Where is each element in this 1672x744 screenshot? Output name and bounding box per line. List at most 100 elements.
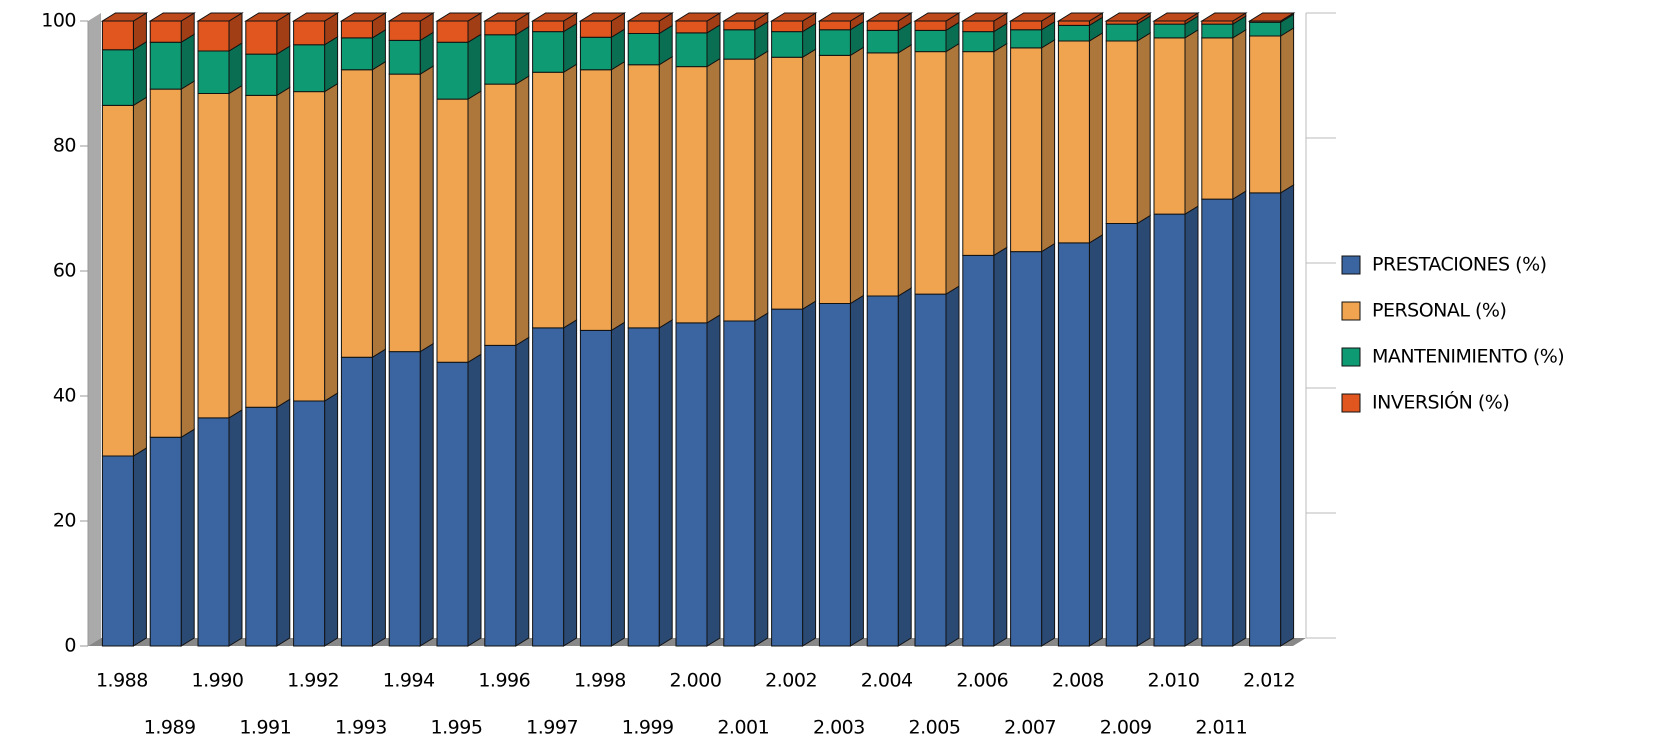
bar-side <box>515 25 530 86</box>
bar <box>101 104 134 457</box>
x-tick-label: 2.005 <box>909 717 961 739</box>
bar-side <box>658 55 673 329</box>
bar <box>532 20 565 33</box>
bar <box>1201 198 1234 647</box>
x-tick-label: 2.000 <box>670 670 722 692</box>
bar-side <box>1088 233 1103 647</box>
bar-side <box>563 318 578 647</box>
bar <box>532 31 565 73</box>
x-tick-label: 1.989 <box>144 717 196 739</box>
legend-swatch <box>1341 347 1361 367</box>
x-tick-label: 2.003 <box>813 717 865 739</box>
bar <box>1057 242 1090 647</box>
bar-side <box>658 318 673 647</box>
bar-side <box>754 312 769 647</box>
bar-side <box>276 86 291 409</box>
bar-side <box>849 46 864 305</box>
bar-side <box>467 90 482 364</box>
bar <box>1153 213 1186 647</box>
bar <box>149 20 182 43</box>
bar <box>532 71 565 329</box>
bar <box>627 33 660 66</box>
bar-top <box>1008 12 1057 22</box>
bar <box>1153 23 1186 39</box>
x-tick-label: 2.006 <box>956 670 1008 692</box>
x-tick-label: 2.004 <box>861 670 913 692</box>
bar <box>771 20 804 33</box>
bar-top <box>817 12 866 22</box>
x-tick-label: 2.008 <box>1052 670 1104 692</box>
bar-side <box>945 285 960 647</box>
x-tick-label: 2.009 <box>1100 717 1152 739</box>
bar-side <box>371 60 386 359</box>
bar <box>579 329 612 647</box>
bar <box>1010 47 1043 253</box>
bar-top <box>578 12 627 22</box>
bar-side <box>802 48 817 311</box>
bar-side <box>276 398 291 647</box>
bar <box>293 20 326 46</box>
bar <box>340 37 373 71</box>
bar <box>1057 20 1090 26</box>
left-wall <box>88 13 101 646</box>
bar <box>627 20 660 34</box>
bar <box>962 51 995 256</box>
bar-side <box>897 43 912 297</box>
bar <box>101 49 134 106</box>
bar <box>771 308 804 647</box>
x-tick-label: 2.010 <box>1148 670 1200 692</box>
bar-side <box>897 287 912 647</box>
bar <box>484 344 517 647</box>
x-tick-label: 1.997 <box>526 717 578 739</box>
bar <box>484 34 517 85</box>
bar <box>197 417 230 647</box>
bar <box>197 20 230 52</box>
bar <box>1057 40 1090 244</box>
bar-side <box>180 80 195 439</box>
bar-side <box>1136 32 1151 225</box>
legend-label: INVERSIÓN (%) <box>1372 390 1509 414</box>
y-tick-label: 100 <box>41 10 76 32</box>
bar-top <box>530 12 579 22</box>
bar <box>914 293 947 647</box>
bar-top <box>291 12 340 22</box>
bar <box>866 20 899 31</box>
y-tick-label: 40 <box>53 385 76 407</box>
bar-side <box>228 84 243 419</box>
bar <box>1153 37 1186 215</box>
bar <box>1249 192 1282 647</box>
bar <box>436 20 469 43</box>
bar <box>245 20 278 55</box>
bar-side <box>467 353 482 647</box>
bar <box>1010 29 1043 49</box>
bar-top <box>961 12 1009 22</box>
legend-swatch <box>1341 301 1361 321</box>
y-tick-label: 60 <box>53 260 76 282</box>
bar-side <box>1088 32 1103 244</box>
x-tick-label: 1.994 <box>383 670 435 692</box>
bar <box>484 83 517 346</box>
bar-side <box>324 82 339 402</box>
bar <box>914 29 947 53</box>
bar-side <box>706 313 721 647</box>
bar-side <box>419 342 434 647</box>
bar <box>1105 40 1138 224</box>
bar <box>293 400 326 647</box>
bar-top <box>387 12 435 22</box>
bar-side <box>276 45 291 97</box>
bar-side <box>563 63 578 329</box>
x-tick-label: 1.995 <box>431 717 483 739</box>
bar <box>1010 251 1043 647</box>
bar-side <box>802 300 817 647</box>
bar-top <box>626 12 674 22</box>
bar <box>675 322 708 647</box>
bar-side <box>132 447 147 647</box>
legend-label: MANTENIMIENTO (%) <box>1372 346 1564 368</box>
legend-label: PRESTACIONES (%) <box>1372 254 1547 276</box>
x-tick-label: 1.993 <box>335 717 387 739</box>
bar-top <box>674 12 722 22</box>
bar-top <box>1104 12 1152 22</box>
bar <box>627 64 660 329</box>
x-tick-label: 1.998 <box>574 670 626 692</box>
